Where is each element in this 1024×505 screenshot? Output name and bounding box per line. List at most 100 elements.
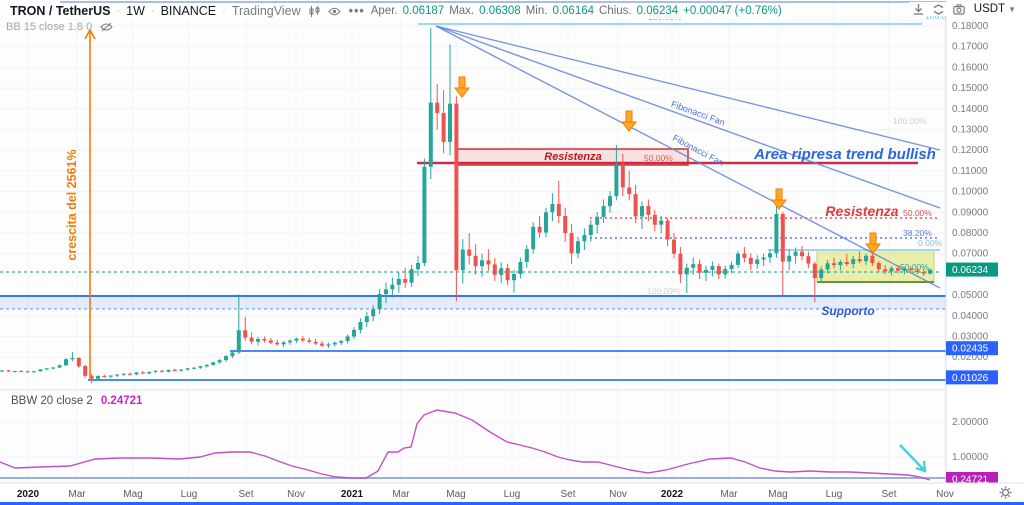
time-tick: Mar <box>720 489 738 500</box>
time-tick: Lug <box>504 489 521 500</box>
down-arrow-marker[interactable] <box>453 76 471 98</box>
gear-icon[interactable] <box>999 486 1012 504</box>
symbol-title: TRON / TetherUS <box>10 4 111 18</box>
price-axis[interactable] <box>946 0 1024 483</box>
fib-level-label: 38.20% <box>903 228 932 238</box>
time-tick: Nov <box>936 489 954 500</box>
price-tick: 0.10000 <box>952 187 989 198</box>
more-options-icon[interactable]: ••• <box>348 4 365 18</box>
close-value: 0.06234 <box>636 5 679 17</box>
price-tick: 0.15000 <box>952 83 989 94</box>
indicator-tick: 1.00000 <box>952 452 989 463</box>
growth-arrow[interactable] <box>84 28 96 380</box>
fib-level-label: 100.00% <box>925 11 959 21</box>
cyan-arrow[interactable] <box>899 444 927 473</box>
fib-level-label: 50.00% <box>903 208 932 218</box>
download-icon[interactable] <box>913 3 924 15</box>
price-tick: 0.03000 <box>952 332 989 343</box>
time-tick: Nov <box>609 489 627 500</box>
price-label-text: 0.02435 <box>952 344 989 355</box>
time-tick: Mar <box>392 489 410 500</box>
brand-label: TradingView <box>231 4 301 18</box>
time-axis[interactable] <box>0 483 1024 505</box>
price-tick: 0.04000 <box>952 311 989 322</box>
time-tick: 2021 <box>341 489 364 500</box>
price-tick: 0.07000 <box>952 249 989 260</box>
support-zone[interactable] <box>0 296 946 309</box>
chevron-down-icon: ▼ <box>1008 4 1016 14</box>
low-value: 0.06164 <box>552 5 595 17</box>
price-tick: 0.05000 <box>952 290 989 301</box>
price-label <box>946 262 998 277</box>
bbw-indicator-label: BBW 20 close 2 <box>11 395 93 407</box>
bbw-indicator-legend[interactable]: BBW 20 close 2 0.24721 <box>8 395 146 407</box>
crescita-label[interactable]: crescita del 2561% <box>65 149 79 260</box>
price-tick: 0.17000 <box>952 42 989 53</box>
currency-selector[interactable]: USDT ▼ <box>974 3 1016 15</box>
ohlc-readout: Aper. 0.06187 Max. 0.06308 Min. 0.06164 Chi… <box>371 5 782 17</box>
eye-icon[interactable] <box>327 7 341 16</box>
symbol-legend[interactable]: TRON / TetherUS · 1W · BINANCE · Trading… <box>6 3 786 19</box>
fibonacci-fan[interactable] <box>435 25 941 289</box>
price-tick: 0.09000 <box>952 207 989 218</box>
screenshot-icon[interactable] <box>952 3 965 15</box>
time-tick: Nov <box>287 489 305 500</box>
price-axis-toolbar: USDT ▼ <box>908 2 1020 16</box>
down-arrow-marker[interactable] <box>864 232 882 254</box>
price-tick: 0.16000 <box>952 62 989 73</box>
currency-label: USDT <box>973 3 1006 15</box>
bbw-indicator-value: 0.24721 <box>100 395 143 407</box>
price-tick: 0.02000 <box>952 352 989 363</box>
bbw-value-text: 0.24721 <box>952 475 989 486</box>
time-tick: Mag <box>123 489 142 500</box>
eye-off-icon[interactable] <box>100 22 113 32</box>
time-tick: Set <box>560 489 575 500</box>
time-tick: 2022 <box>661 489 684 500</box>
price-tick: 0.13000 <box>952 125 989 136</box>
down-arrow-marker[interactable] <box>620 110 638 132</box>
area-ripresa-label[interactable]: Area ripresa trend bullish <box>753 146 936 163</box>
low-label: Min. <box>525 5 548 17</box>
high-label: Max. <box>449 5 475 17</box>
time-tick: Mag <box>768 489 787 500</box>
time-tick: Set <box>881 489 896 500</box>
close-label: Chius. <box>599 5 632 17</box>
bb-indicator-label: BB 15 close 1.8 0 <box>6 21 93 33</box>
price-tick: 0.08000 <box>952 228 989 239</box>
down-arrow-marker[interactable] <box>770 188 788 210</box>
time-tick: Mag <box>446 489 465 500</box>
resistenza-label[interactable]: Resistenza <box>825 203 898 219</box>
price-tick: 0.11000 <box>952 166 988 177</box>
open-label: Aper. <box>370 5 398 17</box>
time-tick: Set <box>238 489 253 500</box>
bb-indicator-legend[interactable]: BB 15 close 1.8 0 <box>6 21 113 33</box>
change-value: +0.00047 (+0.76%) <box>683 5 782 17</box>
indicator-tick: 2.00000 <box>952 417 989 428</box>
fib-level-label: 50.00% <box>644 153 673 163</box>
interval-label[interactable]: 1W <box>126 4 145 18</box>
supporto-label[interactable]: Supporto <box>821 304 874 318</box>
chart-type-icon[interactable] <box>309 5 320 17</box>
bbw-line <box>0 409 931 481</box>
fib-level-label: 100.00% <box>893 116 927 126</box>
price-tick: 0.12000 <box>952 145 989 156</box>
price-label-text: 0.01026 <box>952 373 989 384</box>
resistenza-box-label[interactable]: Resistenza <box>544 151 601 163</box>
exchange-label: BINANCE <box>160 4 217 18</box>
fib-level-label: 50.00% <box>900 262 929 272</box>
time-tick: Mar <box>68 489 86 500</box>
candlestick-series <box>0 28 932 384</box>
fib-level-label: 100.00% <box>647 286 681 296</box>
price-label-text: 0.06234 <box>952 265 989 276</box>
time-tick: Lug <box>826 489 843 500</box>
grid <box>0 0 946 483</box>
high-value: 0.06308 <box>479 5 521 17</box>
collapse-icon[interactable] <box>933 3 944 15</box>
price-label <box>946 341 998 356</box>
time-tick: 2020 <box>17 489 40 500</box>
price-label <box>946 370 998 385</box>
time-tick: Lug <box>181 489 198 500</box>
price-tick: 0.18000 <box>952 21 989 32</box>
